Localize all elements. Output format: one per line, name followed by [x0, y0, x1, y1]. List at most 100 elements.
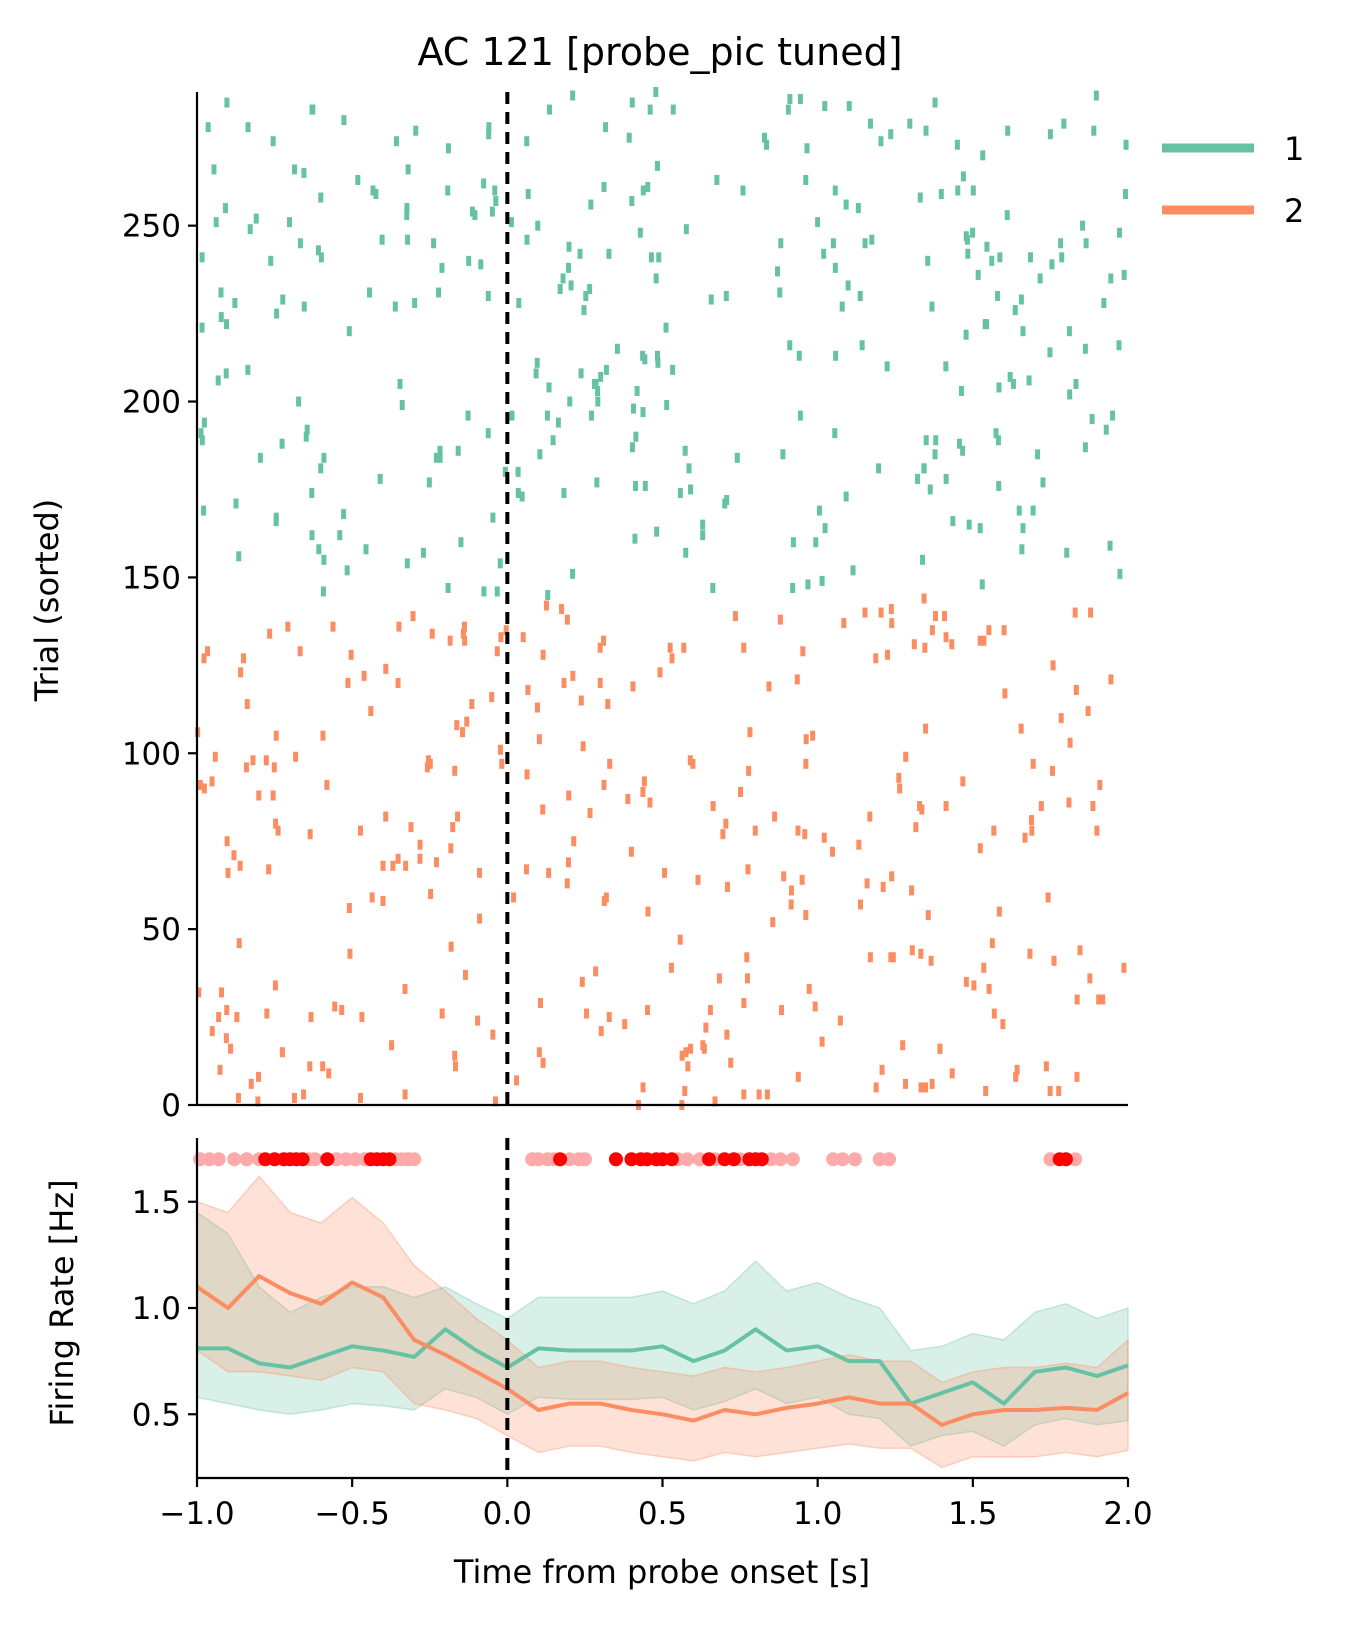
raster-spike	[368, 706, 374, 717]
raster-spike	[830, 238, 836, 249]
psth-lines	[195, 1274, 1129, 1427]
raster-spike	[417, 839, 423, 850]
raster-spike	[454, 720, 460, 731]
raster-spike	[601, 181, 607, 192]
raster-spike	[595, 396, 601, 407]
raster-spike	[326, 1068, 332, 1079]
raster-spike	[955, 185, 961, 196]
raster-spike	[797, 94, 803, 105]
raster-spike	[932, 449, 938, 460]
raster-spike	[363, 544, 369, 555]
raster-spike	[922, 1082, 928, 1093]
raster-spike	[629, 97, 635, 108]
raster-spike	[493, 196, 499, 207]
raster-spike	[1005, 125, 1011, 136]
raster-spike	[216, 1012, 222, 1023]
sig-marker-weak	[882, 1152, 897, 1167]
raster-spike	[764, 1089, 770, 1100]
raster-spike	[728, 1057, 734, 1068]
raster-spike	[724, 1029, 730, 1040]
raster-spike	[1061, 118, 1067, 129]
raster-spike	[534, 357, 540, 368]
rate-line-series-1	[197, 1327, 1129, 1406]
raster-spike	[279, 1047, 285, 1058]
raster-spike	[647, 797, 653, 808]
raster-spike	[275, 825, 281, 836]
psth-y-ticks: 0.5 1.0 1.5	[132, 1185, 197, 1433]
raster-spike	[679, 1050, 685, 1061]
sig-marker-strong	[726, 1152, 741, 1167]
raster-spike	[1045, 892, 1051, 903]
raster-spike	[960, 776, 966, 787]
raster-spike	[1047, 129, 1053, 140]
raster-spike	[405, 234, 411, 245]
raster-spike	[428, 888, 434, 899]
raster-spike	[228, 1043, 234, 1054]
raster-spike	[648, 252, 654, 263]
raster-spike	[1121, 269, 1127, 280]
sig-marker-weak	[239, 1152, 254, 1167]
raster-spike	[653, 87, 659, 97]
raster-spike	[606, 248, 612, 259]
raster-spike	[775, 266, 781, 277]
raster-spike	[889, 618, 895, 629]
raster-spike	[564, 614, 570, 625]
sig-marker-weak	[211, 1152, 226, 1167]
raster-spike	[707, 1005, 713, 1016]
psth-x-tick-label: 0.5	[638, 1496, 687, 1532]
raster-spike	[785, 104, 791, 115]
raster-spike	[273, 818, 279, 829]
raster-spike	[933, 435, 939, 446]
raster-spike	[605, 699, 611, 710]
raster-spike	[628, 846, 634, 857]
raster-spike	[956, 438, 962, 449]
raster-spike	[307, 829, 313, 840]
raster-spike	[489, 691, 495, 702]
raster-spike	[380, 860, 386, 871]
raster-spike	[199, 435, 205, 446]
raster-spike	[677, 487, 683, 498]
raster-spike	[996, 906, 1002, 917]
raster-spike	[389, 1040, 395, 1051]
raster-spike	[1088, 607, 1094, 618]
raster-spike	[1122, 189, 1128, 200]
raster-spike	[745, 864, 751, 875]
raster-spike	[503, 625, 509, 636]
raster-spike	[447, 635, 453, 646]
sig-marker-weak	[773, 1152, 788, 1167]
raster-spike	[645, 906, 651, 917]
raster-spike	[318, 192, 324, 203]
raster-spike	[859, 340, 865, 351]
raster-spike	[293, 751, 299, 762]
raster-spike	[781, 871, 787, 882]
raster-spike	[1072, 607, 1078, 618]
raster-spike	[439, 262, 445, 273]
ci-band-series-2	[196, 1175, 1129, 1469]
raster-spike	[1002, 688, 1008, 699]
raster-spike	[534, 702, 540, 713]
raster-spike	[857, 899, 863, 910]
raster-spike	[361, 670, 367, 681]
raster-spike	[1056, 1085, 1062, 1096]
raster-spike	[546, 382, 552, 393]
raster-spike	[780, 449, 786, 460]
raster-spike	[1016, 505, 1022, 516]
raster-spike	[436, 287, 442, 298]
raster-spike	[198, 428, 204, 439]
raster-panel: 0 50 100 150 200 250 Trial (sorted)	[28, 87, 1129, 1124]
raster-spike	[1064, 547, 1070, 558]
raster-spike	[399, 400, 405, 411]
raster-spike	[981, 962, 987, 973]
raster-spike	[565, 857, 571, 868]
raster-spike	[843, 199, 849, 210]
raster-spike	[429, 628, 435, 639]
raster-spike	[235, 1092, 241, 1103]
raster-spike	[324, 779, 330, 790]
raster-spike	[452, 765, 458, 776]
raster-spike	[237, 860, 243, 871]
raster-spike	[566, 241, 572, 252]
raster-spike	[995, 435, 1001, 446]
raster-spike	[805, 579, 811, 590]
raster-y-label: Trial (sorted)	[28, 499, 66, 702]
raster-spike	[1090, 801, 1096, 812]
